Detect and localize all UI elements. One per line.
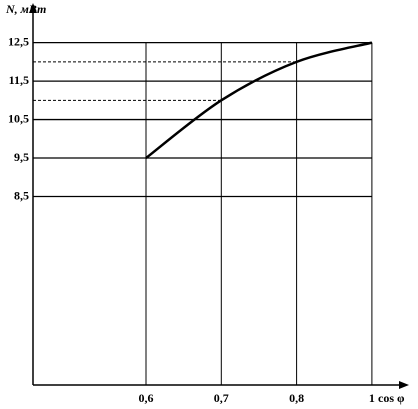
x-axis-arrow bbox=[399, 381, 409, 389]
y-tick-label: 9,5 bbox=[14, 150, 29, 164]
x-tick-label: 1 bbox=[369, 391, 375, 405]
y-tick-label: 8,5 bbox=[14, 188, 29, 202]
x-axis-label: cos φ bbox=[378, 391, 405, 405]
y-tick-label: 11,5 bbox=[9, 73, 29, 87]
y-tick-label: 12,5 bbox=[8, 34, 29, 48]
data-line bbox=[145, 41, 373, 160]
x-tick-label: 0,6 bbox=[139, 391, 154, 405]
y-tick-label: 10,5 bbox=[8, 111, 29, 125]
y-axis-label: N, мВт bbox=[5, 2, 46, 16]
x-tick-label: 0,8 bbox=[289, 391, 304, 405]
x-tick-label: 0,7 bbox=[214, 391, 229, 405]
y-axis-arrow bbox=[29, 3, 37, 13]
